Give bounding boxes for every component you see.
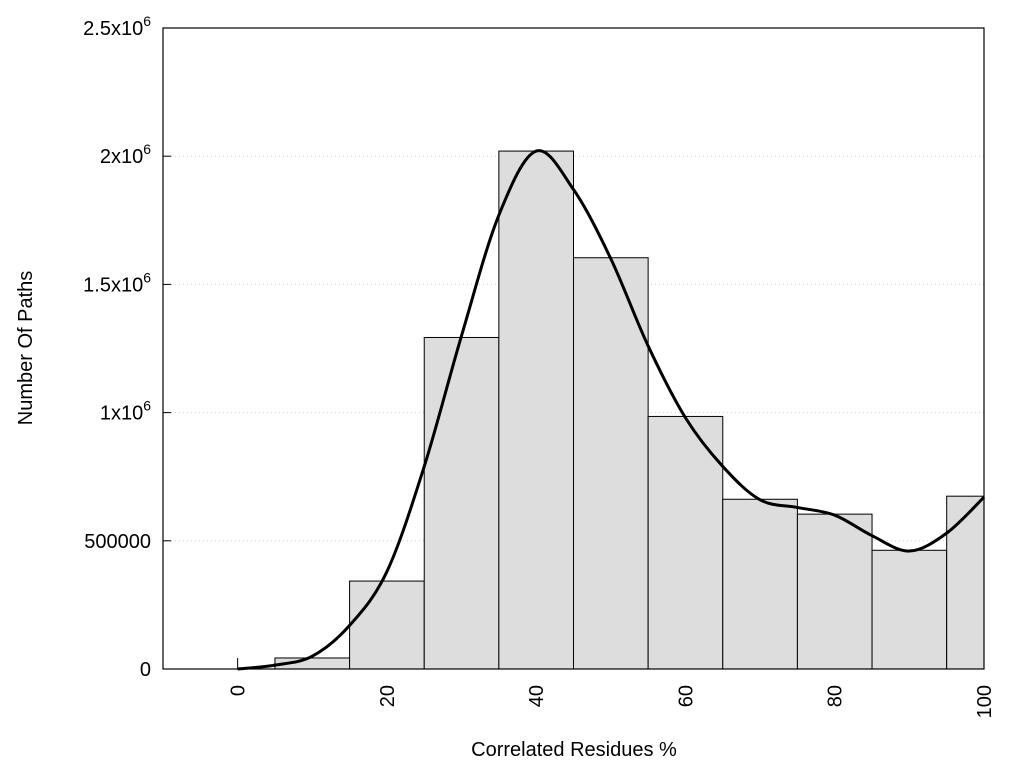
x-tick-label: 60 <box>675 685 697 707</box>
x-tick-label: 100 <box>974 685 996 718</box>
bar <box>423 336 500 670</box>
bars <box>237 150 985 670</box>
y-tick-label: 2.5x106 <box>83 13 151 40</box>
y-tick-label: 500000 <box>84 531 151 553</box>
bar <box>498 150 575 670</box>
bar <box>946 495 985 670</box>
bar <box>349 580 425 670</box>
plot-frame <box>162 27 985 670</box>
y-axis: 0 500000 1x106 1.5x106 2x106 2.5x106 <box>83 13 171 681</box>
x-tick-label: 20 <box>377 685 399 707</box>
y-tick-label: 0 <box>140 659 151 681</box>
bar <box>871 549 948 670</box>
x-axis: 0 20 40 60 80 100 <box>228 685 996 718</box>
y-tick-label: 1.5x106 <box>83 269 151 296</box>
bar <box>573 257 649 670</box>
y-axis-label: Number Of Paths <box>15 271 37 426</box>
y-tick-label: 2x106 <box>100 141 151 168</box>
x-tick-label: 0 <box>228 685 250 696</box>
x-tick-label: 40 <box>526 685 548 707</box>
bar <box>722 498 798 670</box>
y-tick-label: 1x106 <box>100 398 151 425</box>
x-axis-label: Correlated Residues % <box>471 739 677 761</box>
density-curve <box>237 149 986 671</box>
bar <box>796 513 873 670</box>
x-tick-label: 80 <box>825 685 847 707</box>
